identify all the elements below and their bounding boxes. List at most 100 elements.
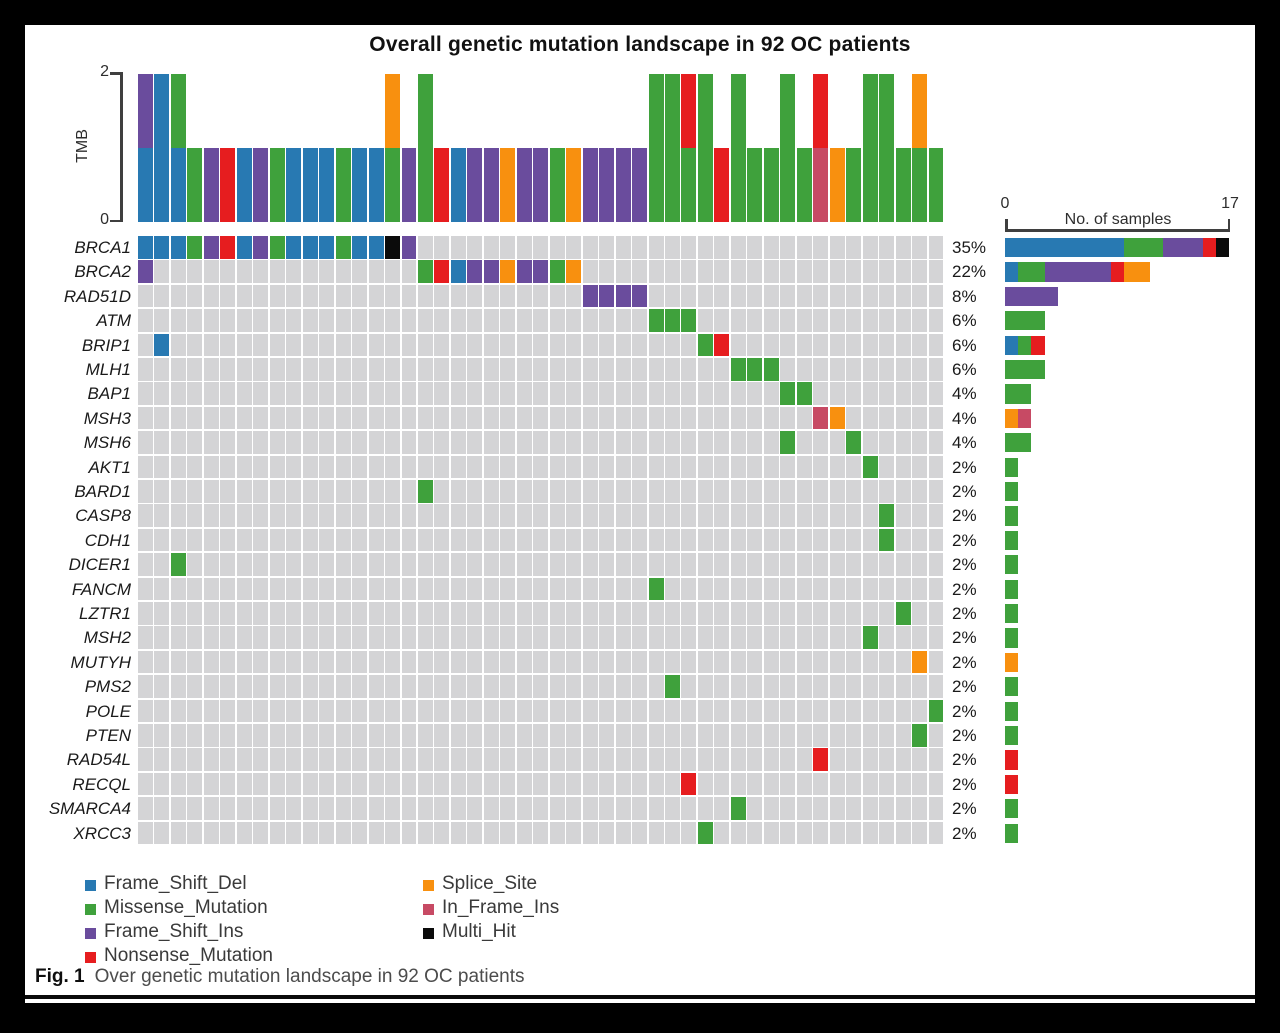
tmb-axis-top-tick-mark	[110, 72, 122, 75]
oncoplot-cell-empty	[401, 748, 417, 772]
oncoplot-cell-empty	[319, 528, 335, 552]
oncoplot-cell-empty	[385, 577, 400, 601]
oncoplot-cell-empty	[401, 333, 417, 357]
oncoplot-cell-empty	[170, 260, 186, 284]
oncoplot-cell-empty	[879, 748, 895, 772]
samples-bar-segment-Frame_Shift_Del	[1005, 262, 1019, 282]
oncoplot-cell-empty	[599, 480, 615, 503]
oncoplot-cell-empty	[434, 553, 450, 576]
oncoplot-cell-empty	[483, 431, 499, 454]
oncoplot-cell-empty	[928, 650, 944, 674]
oncoplot-cell-empty	[417, 602, 433, 625]
oncoplot-cell-empty	[138, 577, 153, 601]
oncoplot-cell-empty	[582, 431, 598, 454]
oncoplot-cell-empty	[566, 675, 582, 698]
oncoplot-cell-empty	[187, 772, 203, 796]
legend-label: Splice_Site	[442, 873, 538, 894]
oncoplot-cell-empty	[632, 528, 648, 552]
oncoplot-cell-empty	[187, 455, 203, 479]
tmb-bar-segment-Nonsense_Mutation	[434, 148, 450, 222]
oncoplot-cell-empty	[879, 309, 895, 332]
oncoplot-cell-empty	[220, 553, 236, 576]
tmb-bar-segment-Missense_Mutation	[170, 74, 186, 148]
tmb-bar-segment-Splice_Site	[500, 148, 516, 222]
oncoplot-cell-empty	[796, 358, 812, 381]
oncoplot-cell-empty	[780, 699, 796, 723]
oncoplot-cell-empty	[450, 650, 466, 674]
samples-bar-segment-Nonsense_Mutation	[1005, 750, 1019, 770]
oncoplot-cell-empty	[697, 675, 713, 698]
samples-bar-segment-Splice_Site	[1005, 652, 1019, 672]
oncoplot-cell-empty	[220, 650, 236, 674]
oncoplot-cell-empty	[615, 626, 631, 650]
oncoplot-cell-empty	[615, 602, 631, 625]
oncoplot-cell-empty	[747, 699, 763, 723]
oncoplot-cell-empty	[450, 333, 466, 357]
oncoplot-cell-Frame_Shift_Del	[319, 236, 335, 259]
oncoplot-cell-empty	[665, 577, 680, 601]
oncoplot-cell-empty	[401, 650, 417, 674]
oncoplot-cell-empty	[829, 650, 845, 674]
oncoplot-cell-empty	[533, 480, 549, 503]
oncoplot-cell-empty	[730, 821, 746, 845]
oncoplot-cell-empty	[203, 577, 219, 601]
oncoplot-cell-empty	[138, 602, 153, 625]
oncoplot-cell-empty	[747, 284, 763, 308]
oncoplot-cell-empty	[368, 504, 384, 528]
oncoplot-cell-empty	[516, 528, 532, 552]
oncoplot-cell-empty	[170, 504, 186, 528]
oncoplot-cell-empty	[368, 480, 384, 503]
gene-label: FANCM	[71, 579, 131, 599]
oncoplot-cell-empty	[912, 480, 927, 503]
oncoplot-cell-empty	[286, 675, 302, 698]
oncoplot-cell-empty	[681, 699, 697, 723]
oncoplot-cell-empty	[615, 528, 631, 552]
tmb-bar-segment-Frame_Shift_Del	[154, 74, 170, 148]
oncoplot-cell-empty	[138, 650, 153, 674]
oncoplot-cell-empty	[138, 772, 153, 796]
oncoplot-cell-empty	[154, 455, 170, 479]
oncoplot-cell-empty	[879, 821, 895, 845]
oncoplot-cell-empty	[253, 309, 269, 332]
oncoplot-cell-empty	[714, 772, 730, 796]
oncoplot-cell-empty	[829, 358, 845, 381]
oncoplot-cell-empty	[648, 528, 664, 552]
oncoplot-cell-empty	[549, 504, 565, 528]
oncoplot-cell-empty	[483, 480, 499, 503]
oncoplot-cell-empty	[912, 236, 927, 259]
oncoplot-cell-empty	[434, 797, 450, 820]
gene-label: DICER1	[68, 555, 131, 575]
oncoplot-cell-empty	[286, 333, 302, 357]
oncoplot-cell-empty	[697, 431, 713, 454]
oncoplot-cell-empty	[500, 553, 516, 576]
oncoplot-cell-Missense_Mutation	[879, 504, 895, 528]
oncoplot-cell-empty	[516, 675, 532, 698]
oncoplot-cell-empty	[434, 772, 450, 796]
tmb-bar-segment-Missense_Mutation	[730, 148, 746, 222]
oncoplot-cell-empty	[829, 236, 845, 259]
oncoplot-cell-empty	[253, 260, 269, 284]
oncoplot-cell-empty	[582, 309, 598, 332]
oncoplot-cell-empty	[352, 358, 368, 381]
samples-bar-segment-Frame_Shift_Ins	[1005, 286, 1058, 306]
oncoplot-cell-empty	[566, 431, 582, 454]
oncoplot-cell-empty	[352, 821, 368, 845]
oncoplot-cell-empty	[846, 553, 862, 576]
oncoplot-cell-empty	[286, 699, 302, 723]
oncoplot-cell-empty	[500, 431, 516, 454]
oncoplot-cell-empty	[599, 431, 615, 454]
oncoplot-cell-empty	[302, 699, 318, 723]
oncoplot-cell-empty	[483, 528, 499, 552]
oncoplot-cell-empty	[862, 260, 878, 284]
oncoplot-cell-empty	[780, 577, 796, 601]
oncoplot-cell-Frame_Shift_Del	[368, 236, 384, 259]
oncoplot-cell-empty	[138, 431, 153, 454]
oncoplot-cell-empty	[434, 382, 450, 406]
oncoplot-cell-empty	[549, 748, 565, 772]
oncoplot-cell-Nonsense_Mutation	[813, 748, 829, 772]
oncoplot-cell-empty	[846, 406, 862, 430]
oncoplot-cell-empty	[467, 797, 483, 820]
oncoplot-cell-empty	[813, 528, 829, 552]
oncoplot-cell-empty	[269, 772, 285, 796]
oncoplot-cell-empty	[697, 260, 713, 284]
